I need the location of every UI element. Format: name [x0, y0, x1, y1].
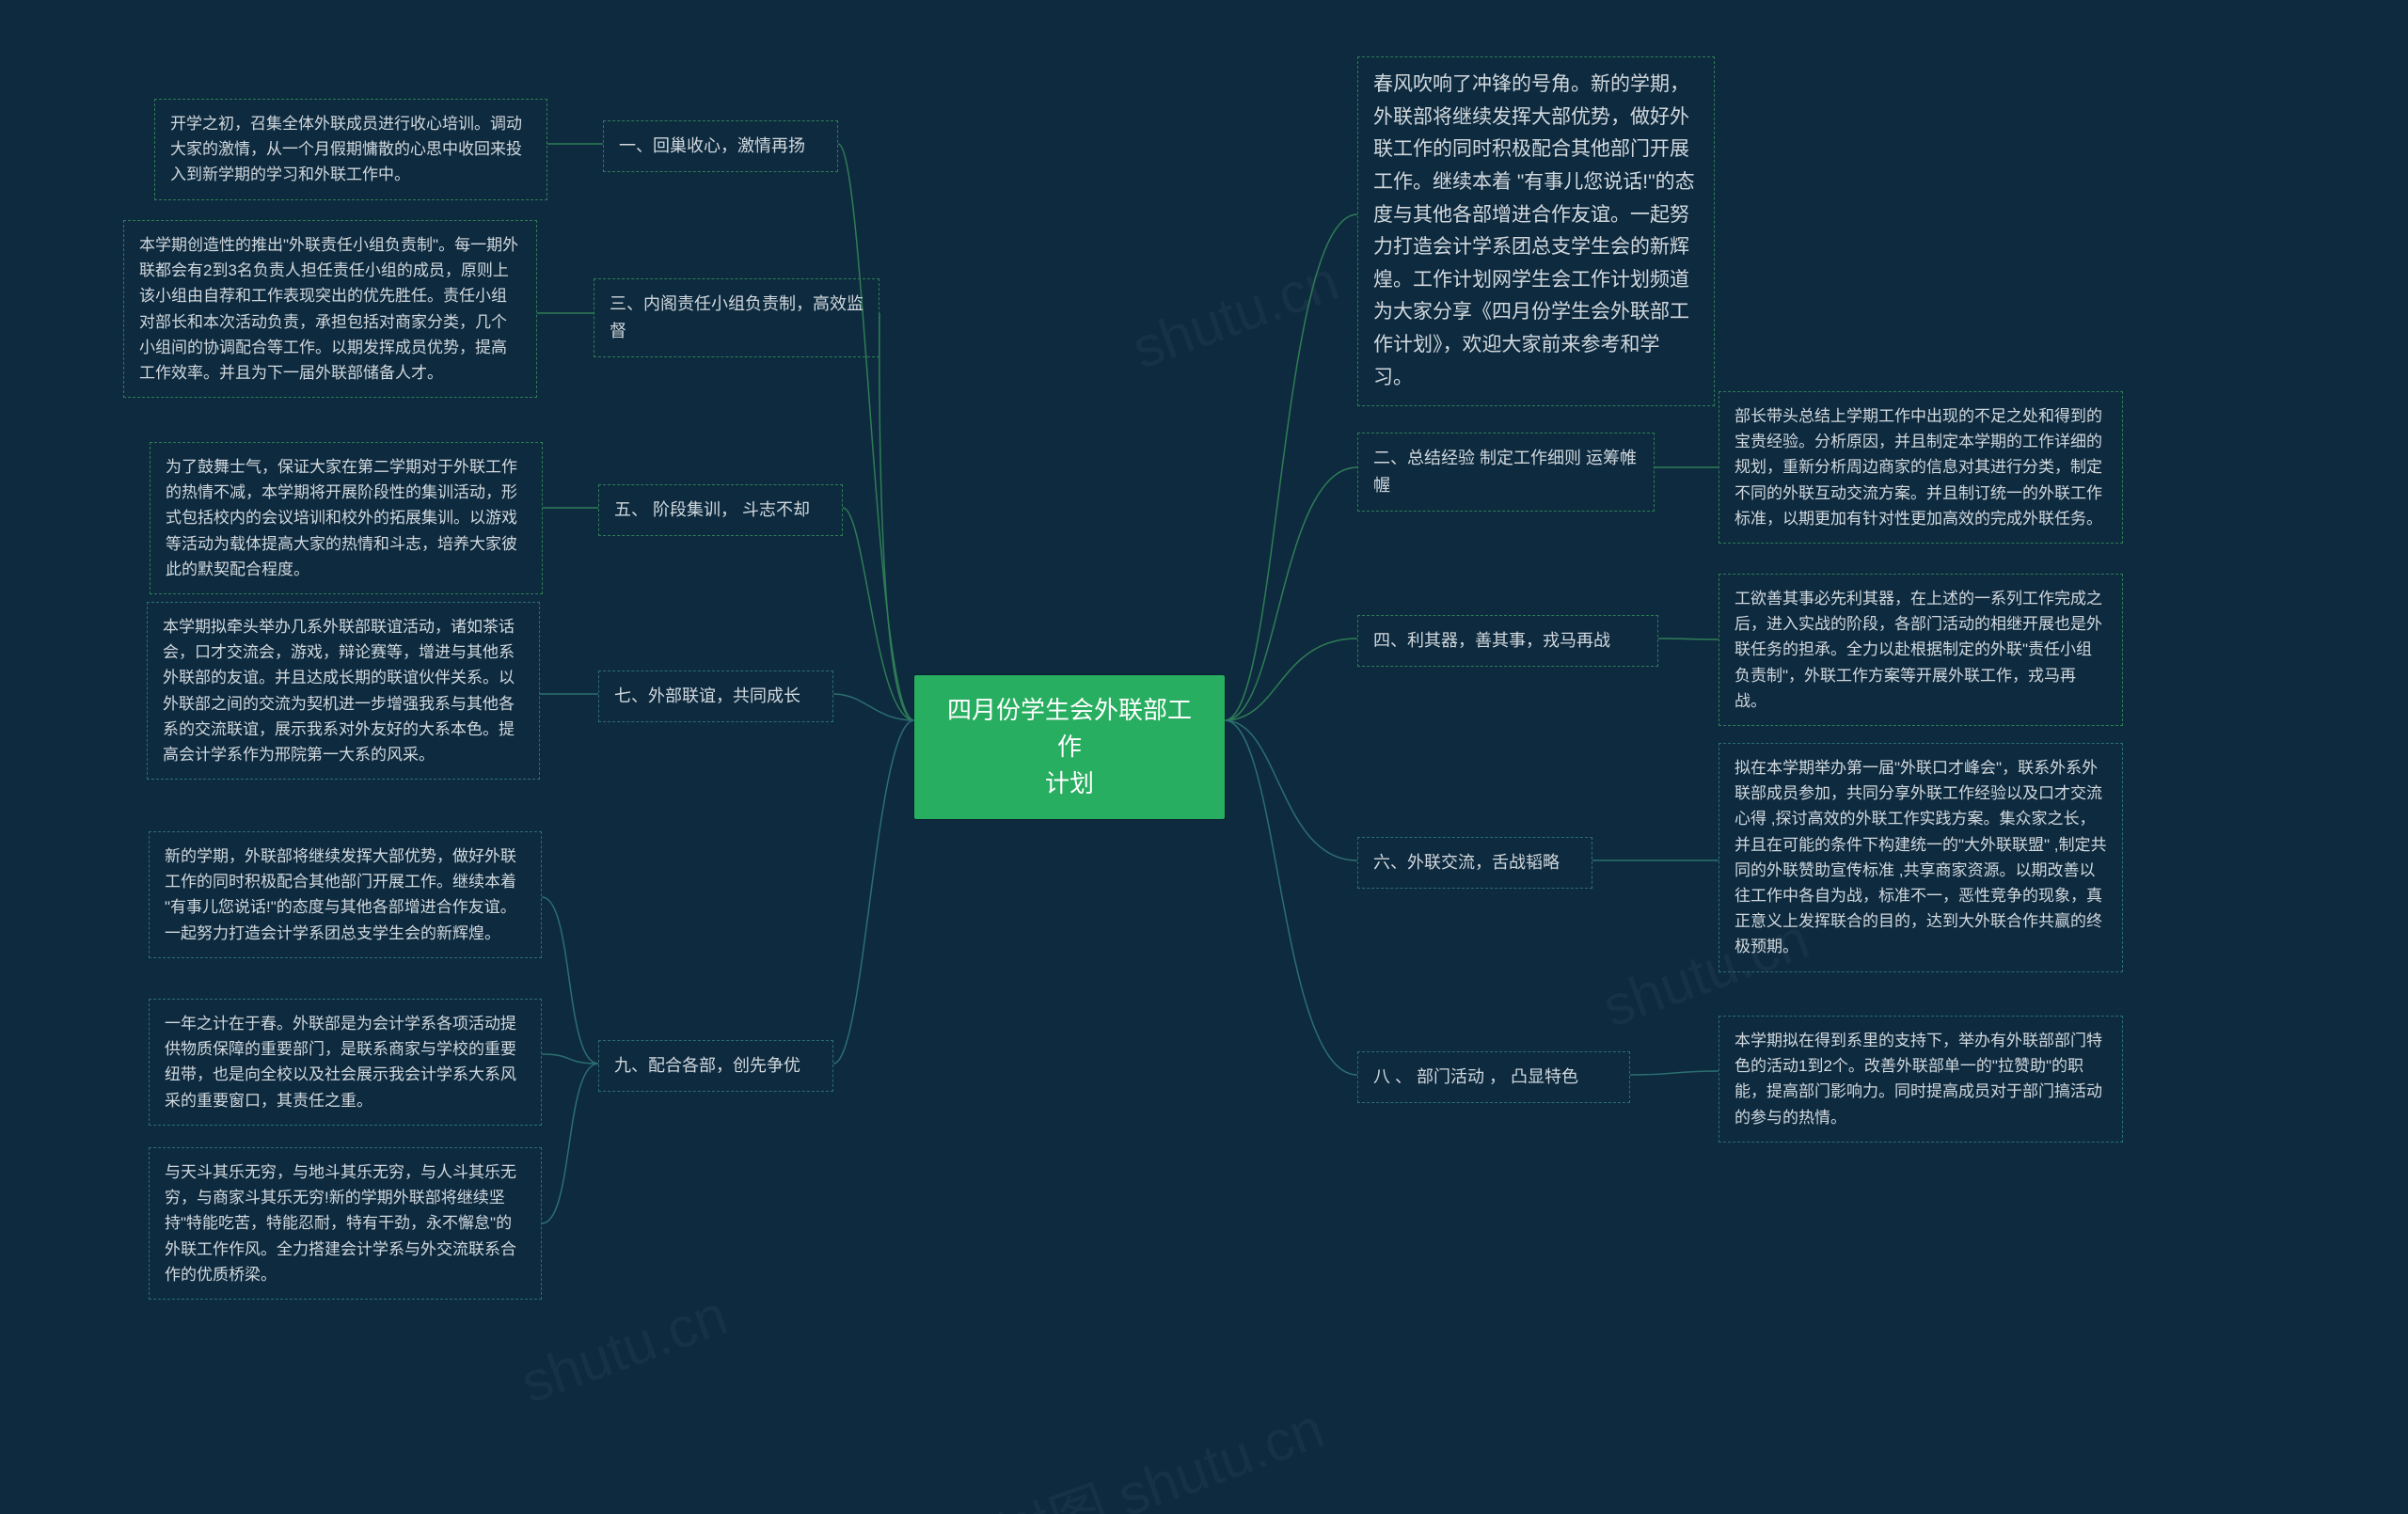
branch-l9-sub-2: 一年之计在于春。外联部是为会计学系各项活动提供物质保障的重要部门，是联系商家与学… [149, 999, 542, 1126]
branch-l7-detail: 本学期拟牵头举办几系外联部联谊活动，诸如茶话会，口才交流会，游戏，辩论赛等，增进… [147, 602, 540, 780]
branch-r6-detail: 拟在本学期举办第一届"外联口才峰会"，联系外系外联部成员参加，共同分享外联工作经… [1719, 743, 2123, 972]
branch-l5-title: 五、 阶段集训， 斗志不却 [598, 484, 843, 536]
branch-r0-detail: 春风吹响了冲锋的号角。新的学期，外联部将继续发挥大部优势，做好外联工作的同时积极… [1357, 56, 1715, 406]
branch-l7-title: 七、外部联谊，共同成长 [598, 670, 833, 722]
branch-l3-title: 三、内阁责任小组负责制，高效监督 [594, 278, 879, 357]
branch-l3-detail: 本学期创造性的推出"外联责任小组负责制"。每一期外联都会有2到3名负责人担任责任… [123, 220, 537, 398]
branch-l9-title: 九、配合各部，创先争优 [598, 1040, 833, 1092]
branch-l9-sub-3: 与天斗其乐无穷，与地斗其乐无穷，与人斗其乐无穷，与商家斗其乐无穷!新的学期外联部… [149, 1147, 542, 1300]
watermark: shutu.cn [1124, 247, 1347, 381]
branch-l9-sub-1: 新的学期，外联部将继续发挥大部优势，做好外联工作的同时积极配合其他部门开展工作。… [149, 831, 542, 958]
branch-l1-title: 一、回巢收心，激情再扬 [603, 120, 838, 172]
branch-r6-title: 六、外联交流，舌战韬略 [1357, 837, 1592, 889]
watermark: shutu.cn [513, 1282, 736, 1415]
branch-r2-detail: 部长带头总结上学期工作中出现的不足之处和得到的宝贵经验。分析原因，并且制定本学期… [1719, 391, 2123, 544]
branch-r4-title: 四、利其器，善其事，戎马再战 [1357, 615, 1658, 667]
watermark: 树图 shutu.cn [984, 1382, 1333, 1514]
branch-r4-detail: 工欲善其事必先利其器，在上述的一系列工作完成之后，进入实战的阶段，各部门活动的相… [1719, 574, 2123, 726]
branch-r8-title: 八 、 部门活动 ， 凸显特色 [1357, 1051, 1630, 1103]
branch-r8-detail: 本学期拟在得到系里的支持下，举办有外联部部门特色的活动1到2个。改善外联部单一的… [1719, 1016, 2123, 1143]
branch-r2-title: 二、总结经验 制定工作细则 运筹帷幄 [1357, 433, 1655, 512]
branch-l1-detail: 开学之初，召集全体外联成员进行收心培训。调动大家的激情，从一个月假期慵散的心思中… [154, 99, 547, 200]
center-node: 四月份学生会外联部工作 计划 [914, 675, 1225, 819]
branch-l5-detail: 为了鼓舞士气，保证大家在第二学期对于外联工作的热情不减，本学期将开展阶段性的集训… [150, 442, 543, 594]
